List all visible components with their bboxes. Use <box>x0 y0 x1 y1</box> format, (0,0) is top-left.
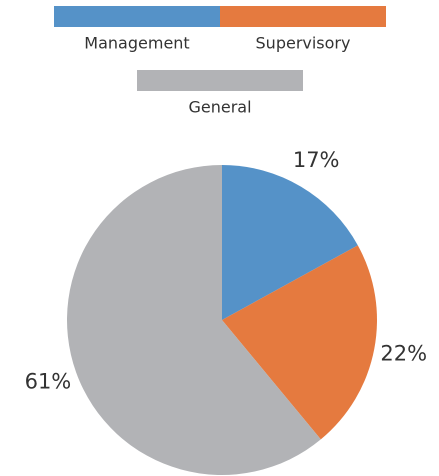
slice-label: 17% <box>293 148 340 172</box>
legend-label: Supervisory <box>256 34 351 53</box>
legend-swatch <box>137 70 303 91</box>
pie-slice <box>222 165 358 320</box>
slice-label: 61% <box>25 370 72 394</box>
legend-swatch <box>220 6 386 27</box>
legend-swatch <box>54 6 220 27</box>
slice-label: 22% <box>380 342 427 366</box>
pie-slice <box>222 245 377 440</box>
pie-slice <box>67 165 321 475</box>
legend-label: Management <box>84 34 189 53</box>
legend-label: General <box>188 98 251 117</box>
